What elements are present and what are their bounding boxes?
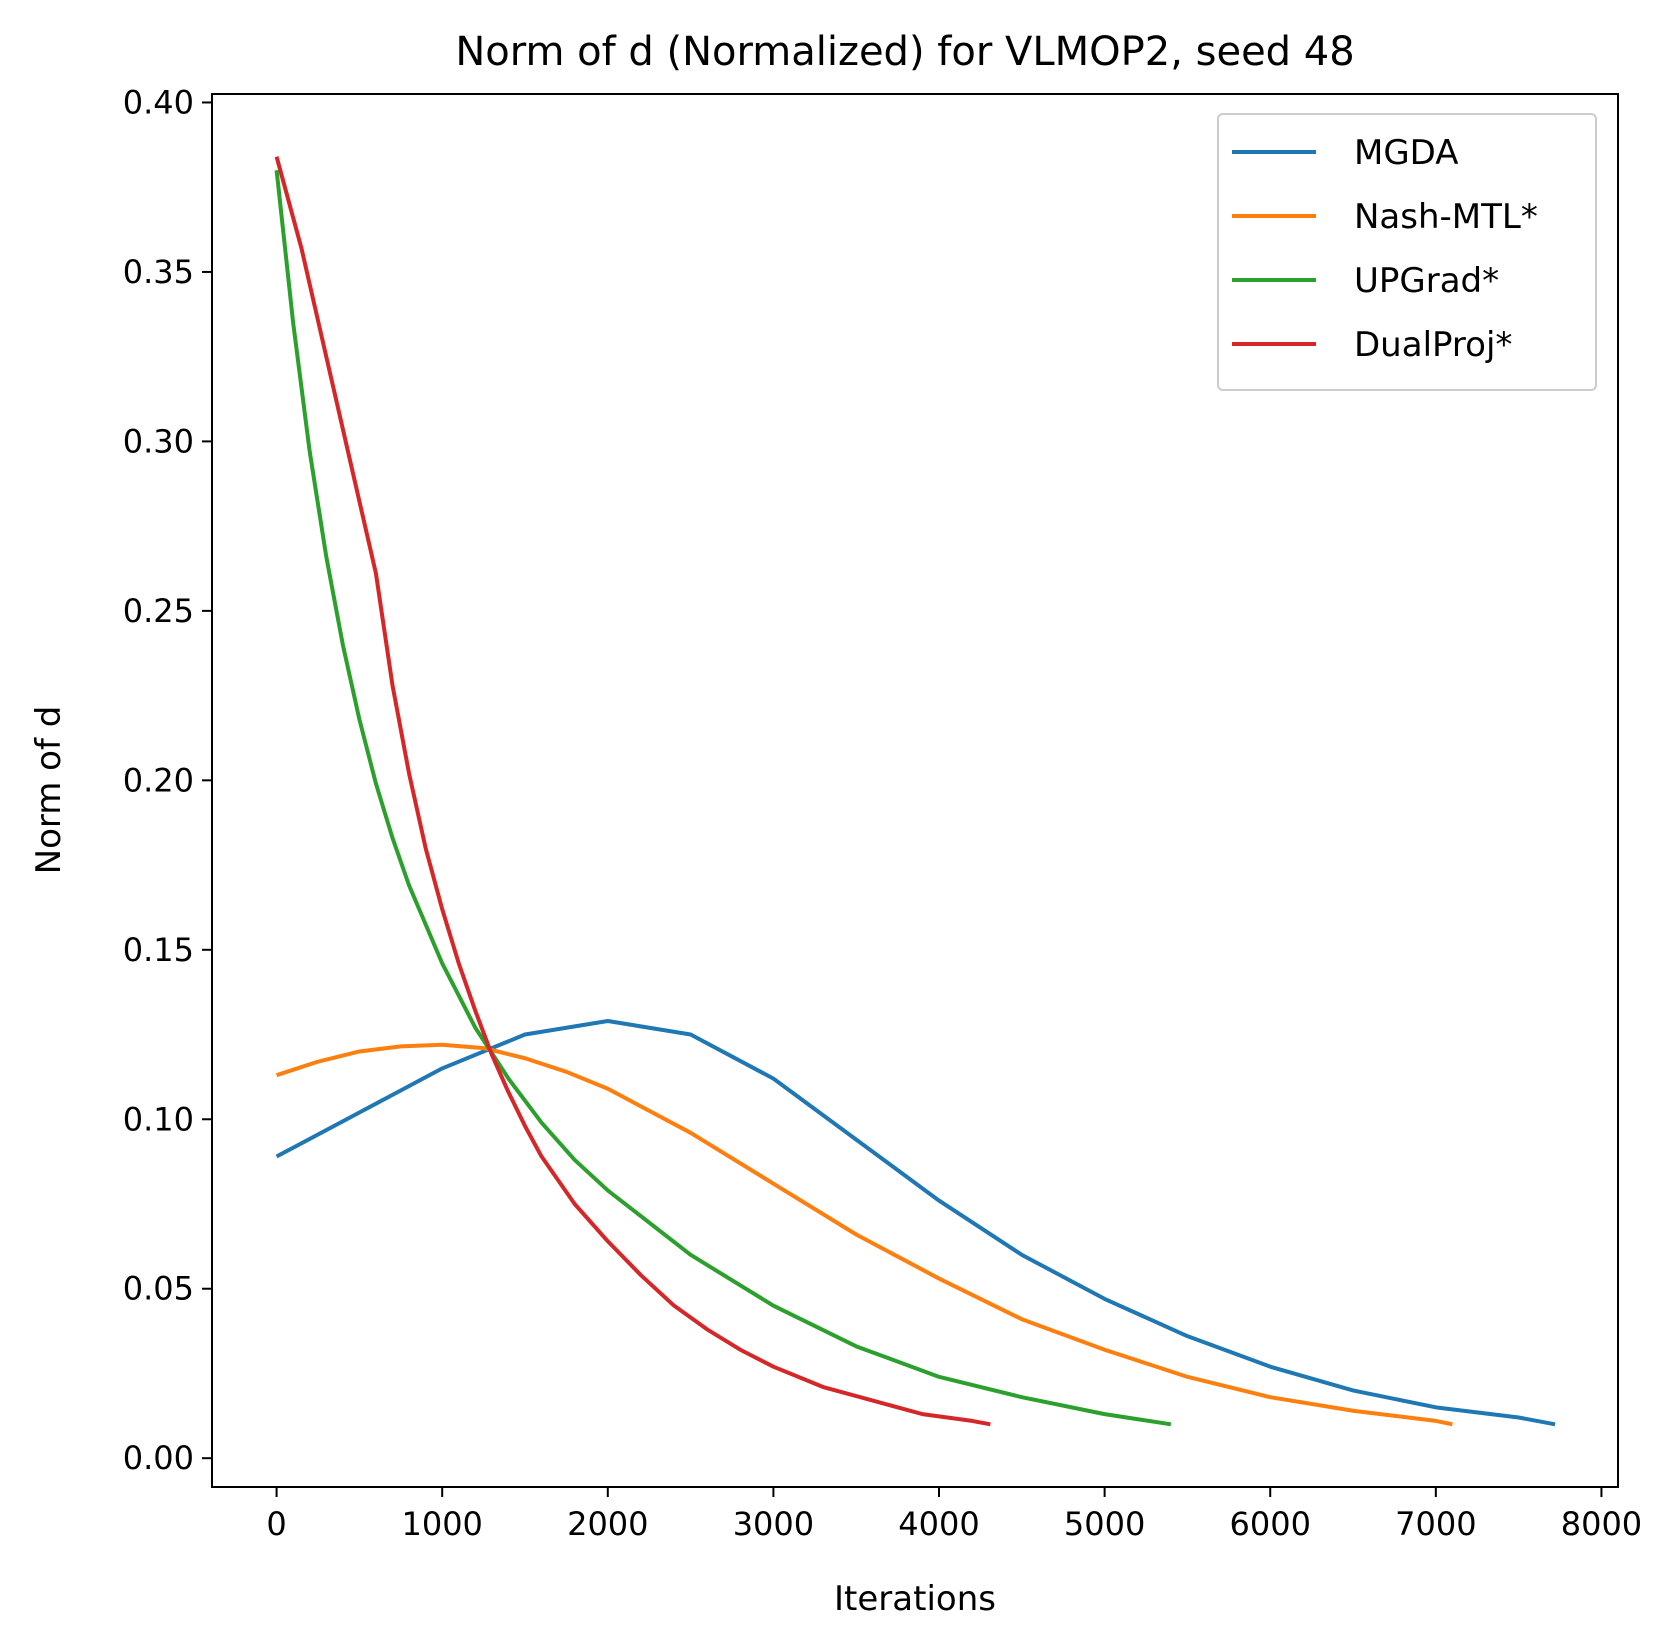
axes-frame [211,93,1619,1488]
x-tick-label: 1000 [401,1505,482,1543]
series-line-mgda [275,1018,1556,1427]
x-tick-label: 7000 [1395,1505,1476,1543]
legend: MGDA Nash-MTL* UPGrad* DualProj* [1217,113,1597,391]
legend-box [1217,113,1597,391]
x-axis: 0 1000 2000 3000 4000 5000 6000 7000 8000 [266,1487,1642,1543]
legend-label: UPGrad* [1354,261,1499,301]
chart-title: Norm of d (Normalized) for VLMOP2, seed … [455,29,1354,75]
y-tick-label: 0.00 [123,1439,194,1477]
x-axis-label: Iterations [834,1579,996,1619]
y-axis: 0.00 0.05 0.10 0.15 0.20 0.25 0.30 0.35 0.40 [123,83,212,1477]
y-tick-label: 0.35 [123,253,194,291]
x-tick-label: 8000 [1561,1505,1642,1543]
x-tick-label: 2000 [567,1505,648,1543]
x-tick-label: 4000 [898,1505,979,1543]
y-tick-label: 0.10 [123,1100,194,1138]
y-tick-label: 0.40 [123,83,194,121]
x-tick-label: 0 [266,1505,286,1543]
y-tick-label: 0.25 [123,592,194,630]
y-axis-label: Norm of d [29,706,69,875]
x-tick-label: 3000 [733,1505,814,1543]
legend-label: DualProj* [1354,325,1512,365]
legend-label: MGDA [1354,133,1459,173]
series-line-dualproj [274,156,991,1427]
x-tick-label: 6000 [1230,1505,1311,1543]
y-tick-label: 0.15 [123,931,194,969]
series-line-nash-mtl [275,1042,1453,1427]
legend-label: Nash-MTL* [1354,197,1538,237]
x-tick-label: 5000 [1064,1505,1145,1543]
y-tick-label: 0.05 [123,1270,194,1308]
plot-area [274,156,1556,1427]
y-tick-label: 0.20 [123,761,194,799]
y-tick-label: 0.30 [123,422,194,460]
